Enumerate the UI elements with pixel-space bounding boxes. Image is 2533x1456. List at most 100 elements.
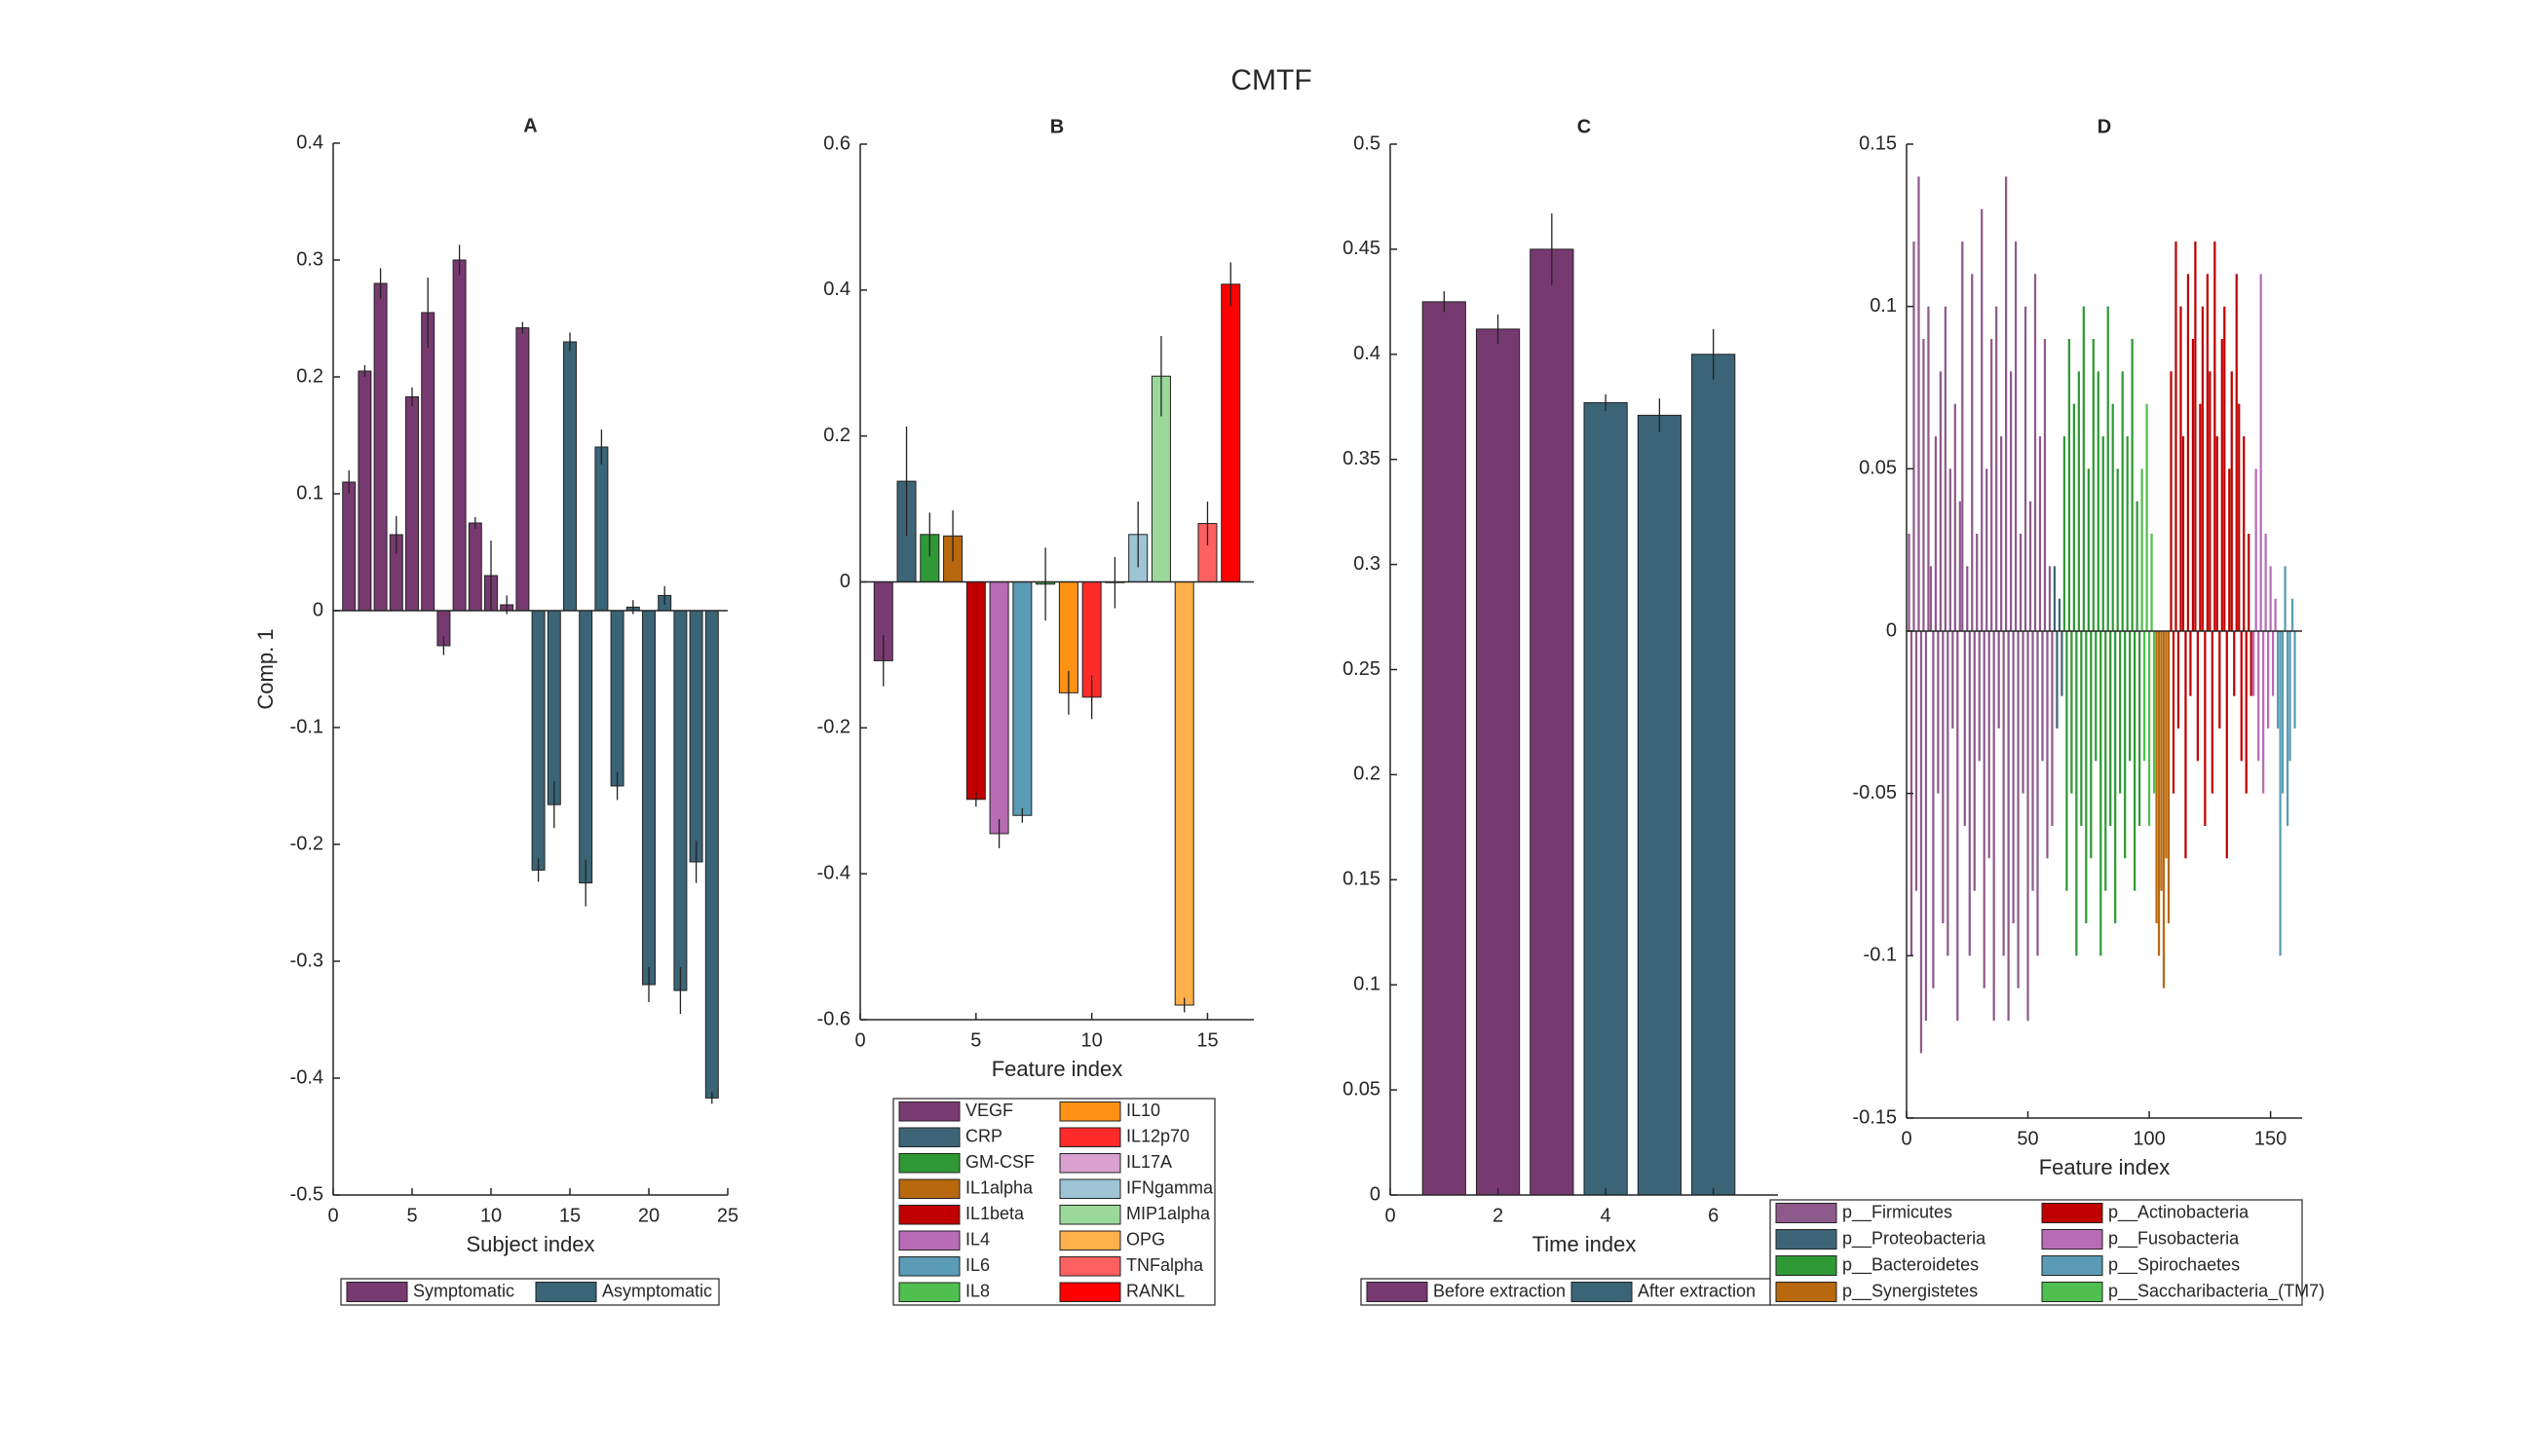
y-tick-label: -0.4 xyxy=(290,1066,323,1088)
bar xyxy=(2288,631,2291,762)
bar xyxy=(563,341,577,612)
bar xyxy=(2145,403,2148,631)
bar xyxy=(1948,468,1951,631)
legend-swatch xyxy=(1059,1230,1121,1251)
legend-swatch xyxy=(898,1178,961,1199)
bar xyxy=(2106,306,2109,631)
bar xyxy=(2142,631,2146,762)
bar xyxy=(689,610,703,863)
legend-swatch xyxy=(1775,1203,1837,1223)
x-tick-label: 6 xyxy=(1708,1205,1719,1226)
legend-label: IL17A xyxy=(1126,1152,1172,1172)
y-tick-label: -0.2 xyxy=(290,833,323,854)
x-axis-label: Feature index xyxy=(992,1057,1123,1081)
legend-label: OPG xyxy=(1126,1230,1165,1250)
y-tick-label: -0.05 xyxy=(1852,782,1897,803)
bar xyxy=(2196,631,2200,762)
legend-swatch xyxy=(1775,1282,1837,1302)
bar xyxy=(2267,631,2270,728)
bar xyxy=(2162,631,2166,989)
legend-label: Before extraction xyxy=(1433,1281,1566,1300)
legend: p__Firmicutes p__Proteobacteria p__Bactero… xyxy=(1769,1199,2325,1306)
bar xyxy=(704,610,719,1099)
legend-swatch xyxy=(346,1282,408,1302)
bar xyxy=(2097,371,2099,631)
bar xyxy=(1971,274,1974,631)
bar xyxy=(2279,631,2282,956)
bar xyxy=(2058,598,2061,631)
bar xyxy=(2225,631,2228,859)
legend-label: CRP xyxy=(965,1127,1002,1146)
x-tick-label: 5 xyxy=(406,1205,417,1226)
bar xyxy=(2184,631,2187,859)
bar xyxy=(2271,631,2275,696)
bar xyxy=(2269,566,2272,631)
bar xyxy=(2036,631,2039,956)
legend-label: GM-CSF xyxy=(965,1152,1035,1172)
x-tick-label: 4 xyxy=(1601,1205,1611,1226)
bar xyxy=(1012,581,1033,816)
bar xyxy=(1961,242,1964,631)
bar xyxy=(2033,274,2037,631)
bar xyxy=(2167,631,2171,923)
bar xyxy=(1221,283,1241,582)
bar xyxy=(2199,403,2202,631)
legend-swatch xyxy=(898,1256,961,1277)
x-tick-label: 20 xyxy=(638,1205,660,1226)
bar xyxy=(2140,468,2143,631)
bar xyxy=(2238,403,2241,631)
x-tick-label: 10 xyxy=(480,1205,502,1226)
bar xyxy=(2157,631,2161,956)
y-tick-label: 0 xyxy=(1370,1183,1380,1205)
legend-swatch xyxy=(1775,1229,1837,1250)
bar xyxy=(452,259,467,612)
legend-label: p__Actinobacteria xyxy=(2108,1202,2249,1222)
bar xyxy=(1583,401,1628,1196)
bar xyxy=(358,370,372,612)
bar xyxy=(2243,436,2246,631)
bar xyxy=(405,395,419,612)
x-tick-label: 15 xyxy=(559,1205,581,1226)
legend-label: p__Firmicutes xyxy=(1842,1202,1952,1222)
bar xyxy=(2048,566,2052,631)
legend-box xyxy=(1360,1278,1771,1306)
legend-label: VEGF xyxy=(965,1101,1013,1120)
y-tick-label: 0.3 xyxy=(1353,553,1380,575)
bar xyxy=(2023,306,2027,631)
bar xyxy=(2290,598,2294,631)
bar xyxy=(2116,468,2119,631)
bar xyxy=(1937,631,1940,794)
bar xyxy=(642,610,656,986)
bar xyxy=(2075,631,2078,956)
y-tick-label: 0 xyxy=(840,571,851,592)
bar xyxy=(2009,371,2013,631)
y-tick-label: -0.2 xyxy=(817,717,851,738)
bar xyxy=(2065,631,2068,891)
bar xyxy=(1978,631,1981,762)
bar xyxy=(2111,403,2114,631)
bar xyxy=(2101,436,2104,631)
y-tick-label: 0.4 xyxy=(296,131,323,153)
bar xyxy=(2259,274,2262,631)
bar xyxy=(2201,306,2204,631)
legend-label: p__Proteobacteria xyxy=(1842,1228,1986,1249)
bar xyxy=(2230,371,2233,631)
bar xyxy=(2179,306,2182,631)
bar xyxy=(1981,208,1984,631)
bar xyxy=(2005,176,2008,632)
bar xyxy=(2051,631,2054,826)
legend-label: IL1beta xyxy=(965,1204,1025,1223)
bar xyxy=(2022,631,2024,794)
legend-swatch xyxy=(1059,1282,1121,1302)
bar xyxy=(2252,631,2255,696)
bar xyxy=(1924,631,1928,1021)
legend-label: IL10 xyxy=(1126,1101,1160,1120)
bar xyxy=(2137,631,2141,826)
y-tick-label: 0.05 xyxy=(1342,1078,1380,1100)
y-tick-label: 0.1 xyxy=(1870,295,1897,317)
bar xyxy=(2114,631,2117,923)
legend-label: p__Spirochaetes xyxy=(2108,1254,2240,1275)
bar xyxy=(2060,631,2063,696)
bar xyxy=(2254,468,2257,631)
x-tick-label: 150 xyxy=(2254,1128,2287,1149)
